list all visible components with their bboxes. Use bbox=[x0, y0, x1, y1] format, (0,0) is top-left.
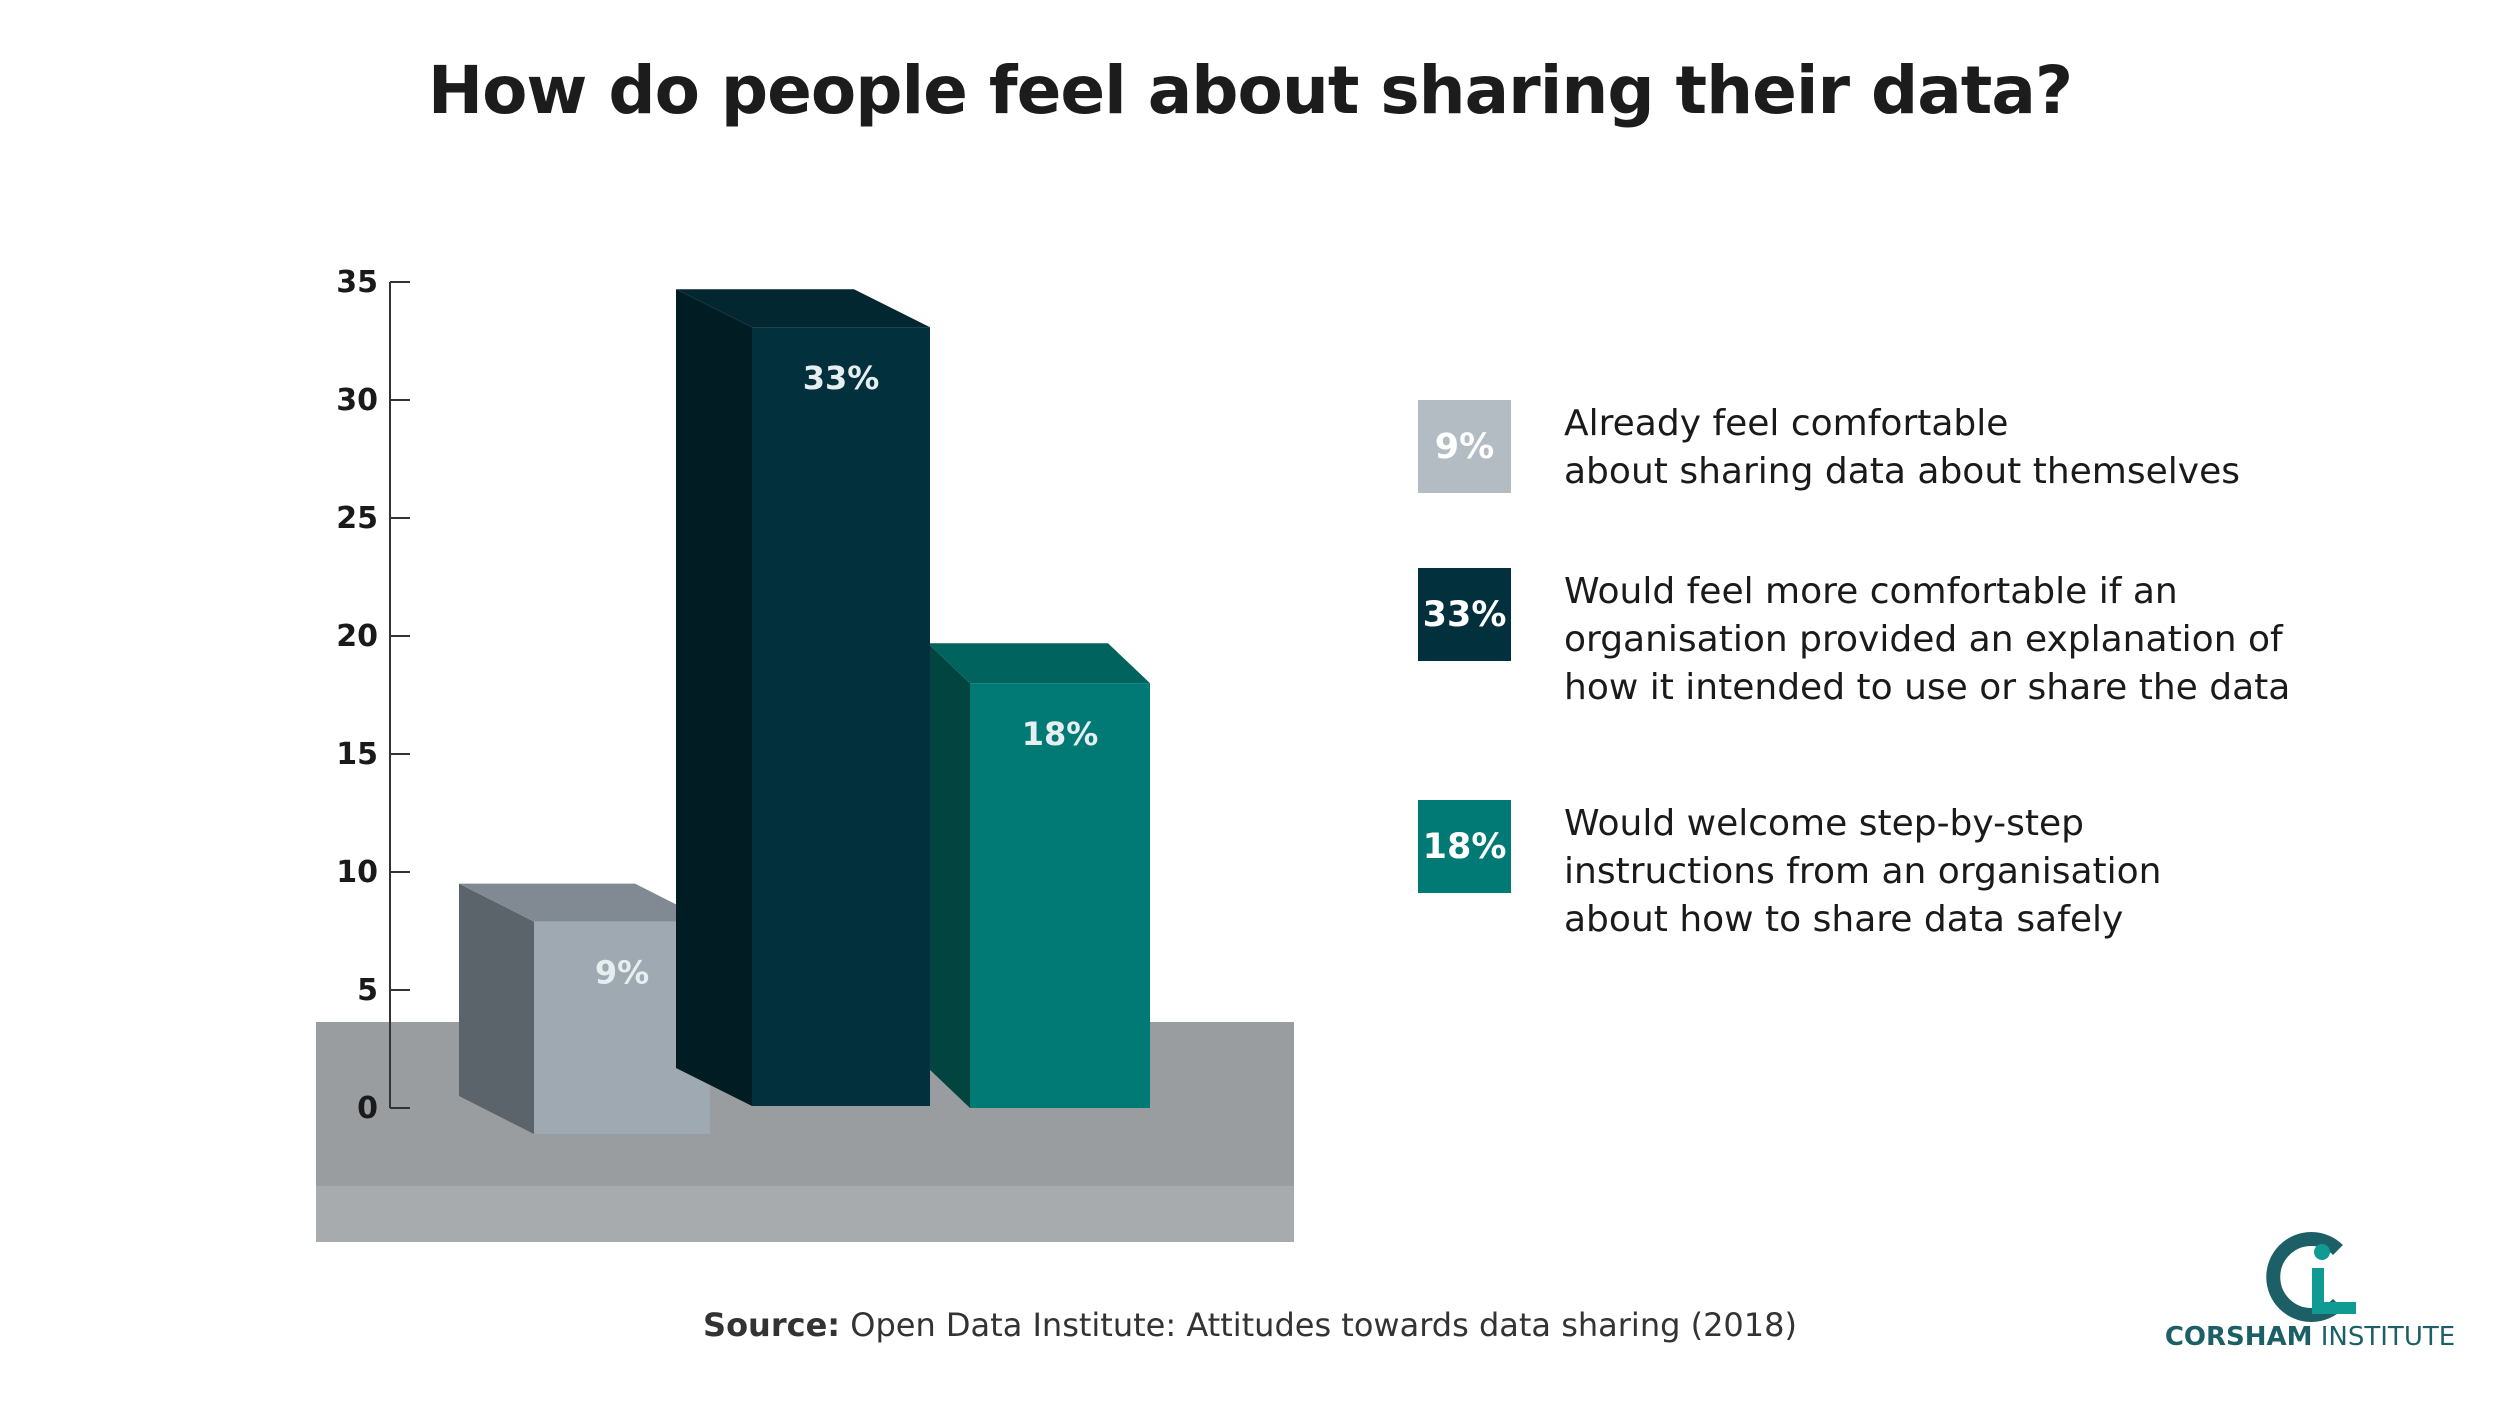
legend-line: Would feel more comfortable if an bbox=[1564, 571, 2178, 612]
logo-text: CORSHAM INSTITUTE bbox=[2160, 1322, 2460, 1352]
bar-top bbox=[928, 643, 1150, 684]
legend-line: organisation provided an explanation of bbox=[1564, 619, 2283, 660]
y-tick-label: 0 bbox=[357, 1091, 378, 1126]
logo-name-bold: CORSHAM bbox=[2164, 1322, 2313, 1352]
legend-item-comfortable: 9% Already feel comfortable about sharin… bbox=[1418, 400, 2324, 496]
chart-title: How do people feel about sharing their d… bbox=[427, 52, 2073, 129]
bar-side bbox=[928, 643, 970, 1108]
y-tick-label: 35 bbox=[336, 265, 378, 300]
y-tick-label: 20 bbox=[336, 619, 378, 654]
legend-line: Already feel comfortable bbox=[1564, 403, 2009, 444]
bar-side bbox=[459, 883, 534, 1134]
corsham-institute-logo: CORSHAM INSTITUTE bbox=[2160, 1222, 2460, 1362]
legend-swatch: 33% bbox=[1418, 568, 1511, 661]
legend-line: about how to share data safely bbox=[1564, 899, 2124, 940]
logo-name-rest: INSTITUTE bbox=[2320, 1322, 2456, 1352]
legend-item-explanation: 33% Would feel more comfortable if an or… bbox=[1418, 568, 2324, 712]
legend-label: Already feel comfortable about sharing d… bbox=[1564, 400, 2324, 496]
bar-value-label: 33% bbox=[803, 359, 880, 397]
bar-top bbox=[676, 289, 930, 328]
bar-chart: 0 5 10 15 20 25 30 35 9% 18% 33% bbox=[316, 265, 1294, 1242]
y-tick-label: 5 bbox=[357, 973, 378, 1008]
y-tick-label: 30 bbox=[336, 383, 378, 418]
bar-side bbox=[676, 289, 752, 1106]
legend-line: instructions from an organisation bbox=[1564, 851, 2162, 892]
source-text: Open Data Institute: Attitudes towards d… bbox=[850, 1306, 1797, 1344]
legend-label: Would feel more comfortable if an organi… bbox=[1564, 568, 2324, 712]
legend-line: how it intended to use or share the data bbox=[1564, 667, 2291, 708]
source-note: Source: Open Data Institute: Attitudes t… bbox=[0, 1306, 2500, 1344]
bar-value-label: 18% bbox=[1022, 715, 1099, 753]
source-label: Source: bbox=[703, 1306, 841, 1344]
bar-value-label: 9% bbox=[595, 954, 649, 992]
legend-line: about sharing data about themselves bbox=[1564, 451, 2240, 492]
legend-swatch: 9% bbox=[1418, 400, 1511, 493]
legend-swatch: 18% bbox=[1418, 800, 1511, 893]
bar bbox=[970, 683, 1150, 1108]
bar-top bbox=[459, 883, 710, 922]
legend-line: Would welcome step-by-step bbox=[1564, 803, 2084, 844]
legend-label: Would welcome step-by-step instructions … bbox=[1564, 800, 2324, 944]
chart-floor-front bbox=[316, 1186, 1294, 1242]
legend-item-instructions: 18% Would welcome step-by-step instructi… bbox=[1418, 800, 2324, 944]
y-tick-label: 25 bbox=[336, 501, 378, 536]
bar bbox=[752, 327, 930, 1106]
y-tick-label: 15 bbox=[336, 737, 378, 772]
y-tick-label: 10 bbox=[336, 855, 378, 890]
logo-mark-icon bbox=[2266, 1232, 2356, 1322]
